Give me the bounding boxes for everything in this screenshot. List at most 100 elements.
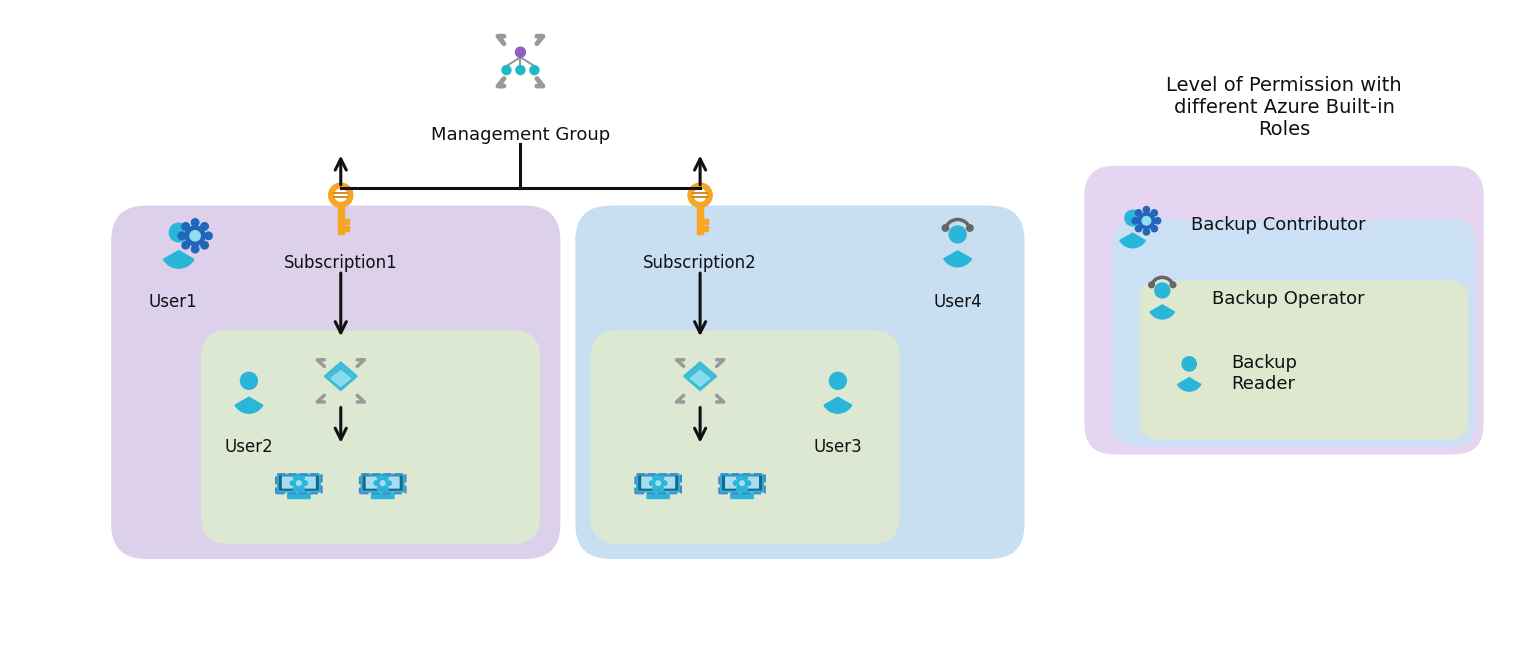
FancyBboxPatch shape: [287, 493, 310, 499]
Text: Backup
Reader: Backup Reader: [1230, 354, 1297, 393]
Circle shape: [736, 475, 741, 480]
FancyBboxPatch shape: [730, 493, 754, 499]
Wedge shape: [1150, 305, 1174, 319]
FancyBboxPatch shape: [278, 475, 319, 491]
Circle shape: [377, 475, 382, 480]
Text: User1: User1: [149, 293, 198, 311]
Circle shape: [1144, 229, 1150, 235]
Circle shape: [383, 475, 388, 480]
FancyBboxPatch shape: [1112, 219, 1475, 446]
Circle shape: [742, 486, 747, 491]
Circle shape: [377, 486, 382, 491]
Wedge shape: [1177, 378, 1202, 391]
Circle shape: [659, 486, 663, 491]
Polygon shape: [691, 371, 710, 386]
Circle shape: [1151, 225, 1157, 232]
Circle shape: [380, 481, 385, 485]
FancyBboxPatch shape: [281, 476, 316, 489]
Circle shape: [294, 479, 304, 487]
Text: Management Group: Management Group: [430, 126, 610, 144]
Circle shape: [1154, 283, 1170, 298]
FancyBboxPatch shape: [1139, 280, 1469, 440]
Circle shape: [201, 241, 208, 249]
Circle shape: [178, 232, 186, 239]
Circle shape: [516, 66, 525, 74]
Text: Subscription1: Subscription1: [284, 254, 397, 273]
Text: User2: User2: [225, 438, 274, 456]
FancyBboxPatch shape: [371, 493, 394, 499]
FancyBboxPatch shape: [590, 330, 900, 544]
Circle shape: [687, 183, 712, 207]
Circle shape: [516, 47, 525, 57]
Circle shape: [294, 486, 298, 491]
Circle shape: [201, 223, 208, 230]
Circle shape: [738, 479, 747, 487]
Text: Level of Permission with
different Azure Built-in
Roles: Level of Permission with different Azure…: [1167, 76, 1402, 139]
Circle shape: [656, 481, 660, 485]
FancyBboxPatch shape: [575, 205, 1025, 559]
Circle shape: [654, 479, 663, 487]
FancyBboxPatch shape: [1084, 166, 1483, 454]
Bar: [703, 219, 709, 223]
Wedge shape: [1119, 233, 1145, 248]
Wedge shape: [945, 251, 972, 267]
Circle shape: [829, 372, 846, 389]
Circle shape: [502, 66, 511, 74]
Circle shape: [941, 225, 949, 231]
Polygon shape: [332, 371, 351, 386]
Circle shape: [1138, 213, 1154, 229]
Circle shape: [183, 241, 190, 249]
Circle shape: [303, 481, 307, 485]
Circle shape: [294, 475, 298, 480]
Circle shape: [659, 475, 663, 480]
Text: Backup Operator: Backup Operator: [1212, 290, 1364, 308]
Circle shape: [529, 66, 538, 74]
Circle shape: [335, 189, 347, 201]
Text: Subscription2: Subscription2: [643, 254, 757, 273]
Circle shape: [297, 481, 301, 485]
Text: User3: User3: [814, 438, 862, 456]
Circle shape: [742, 475, 747, 480]
Circle shape: [1126, 210, 1141, 226]
Circle shape: [694, 189, 706, 201]
Circle shape: [1144, 207, 1150, 213]
Circle shape: [169, 223, 189, 242]
Circle shape: [1170, 282, 1176, 288]
Text: User4: User4: [934, 293, 983, 311]
Wedge shape: [236, 397, 263, 413]
Circle shape: [291, 481, 295, 485]
Circle shape: [386, 481, 391, 485]
Bar: [344, 226, 348, 231]
FancyBboxPatch shape: [642, 476, 675, 489]
Bar: [344, 219, 348, 223]
Circle shape: [745, 481, 751, 485]
Circle shape: [966, 225, 973, 231]
Text: Backup Contributor: Backup Contributor: [1191, 216, 1366, 235]
Circle shape: [1135, 209, 1142, 216]
Circle shape: [205, 232, 213, 239]
Circle shape: [192, 245, 199, 253]
Wedge shape: [163, 251, 193, 268]
Circle shape: [949, 226, 966, 243]
Circle shape: [192, 219, 199, 226]
Circle shape: [1151, 209, 1157, 216]
Circle shape: [662, 481, 666, 485]
Polygon shape: [683, 362, 716, 390]
Circle shape: [383, 486, 388, 491]
Circle shape: [1142, 217, 1151, 225]
Circle shape: [329, 183, 353, 207]
Circle shape: [649, 481, 654, 485]
Circle shape: [300, 475, 304, 480]
Bar: [338, 207, 344, 233]
Circle shape: [1148, 282, 1154, 288]
Circle shape: [736, 486, 741, 491]
Circle shape: [1135, 225, 1142, 232]
Wedge shape: [824, 397, 852, 413]
FancyBboxPatch shape: [726, 476, 759, 489]
FancyBboxPatch shape: [721, 475, 764, 491]
Circle shape: [739, 481, 744, 485]
Bar: [703, 226, 709, 231]
Circle shape: [1182, 357, 1197, 371]
FancyBboxPatch shape: [637, 475, 680, 491]
Circle shape: [653, 486, 657, 491]
